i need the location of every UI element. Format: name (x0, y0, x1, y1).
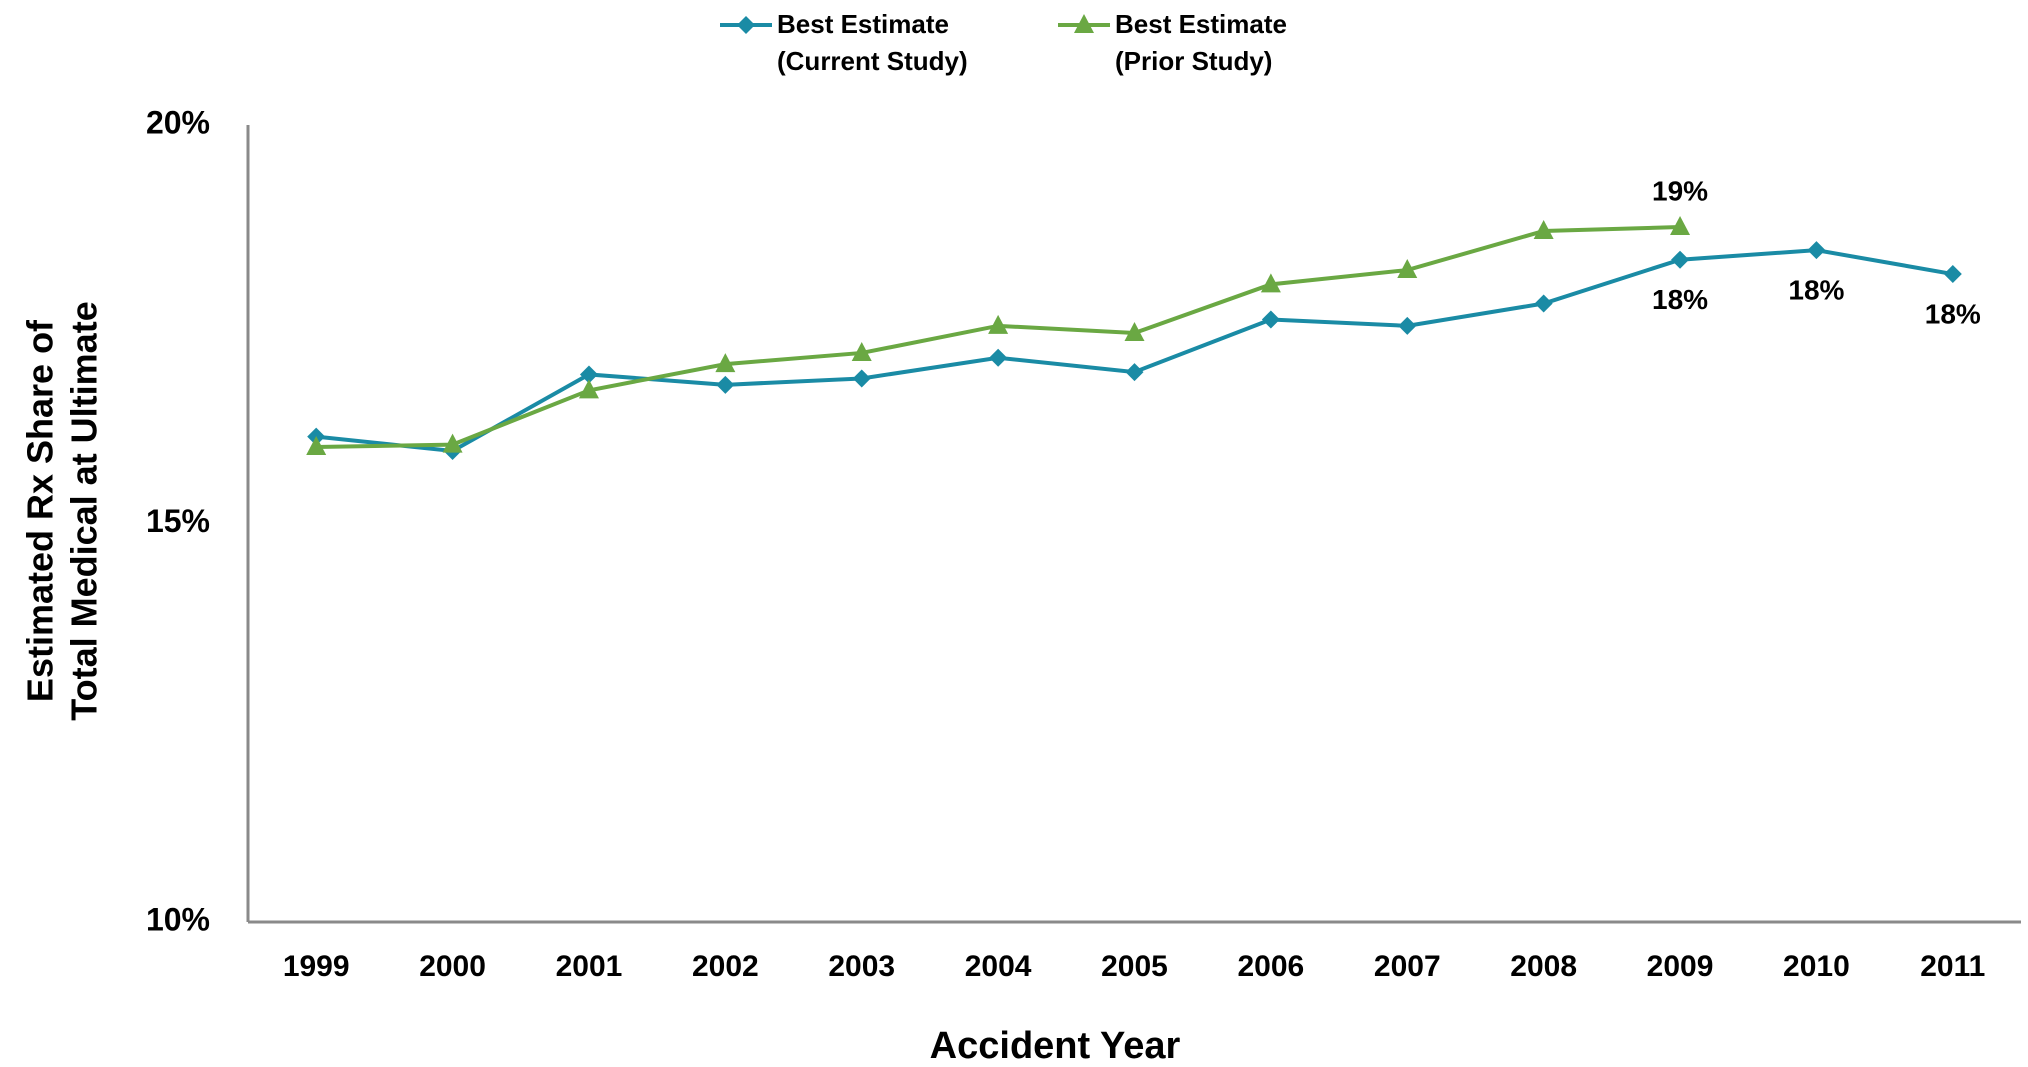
data-point (578, 379, 599, 399)
data-point (1943, 265, 1962, 284)
data-label: 19% (1652, 175, 1708, 206)
data-point (1398, 316, 1417, 335)
x-tick-label: 2004 (965, 950, 1032, 983)
legend-marker (1074, 14, 1094, 33)
data-point (442, 433, 463, 453)
legend-label: Best Estimate (Current Study) (777, 9, 968, 76)
data-point (1533, 220, 1554, 240)
y-axis-title-line: Total Medical at Ultimate (64, 301, 105, 720)
data-point (1124, 322, 1145, 342)
y-tick-label: 20% (146, 104, 210, 140)
x-tick-label: 2002 (692, 950, 759, 983)
y-axis-title-line: Estimated Rx Share of (20, 319, 61, 702)
x-axis-title: Accident Year (930, 1025, 1181, 1067)
x-tick-label: 2000 (419, 950, 486, 983)
data-point (1534, 294, 1553, 313)
legend-marker (737, 16, 755, 34)
data-point (1260, 273, 1281, 293)
data-point (1670, 216, 1691, 236)
x-tick-label: 2010 (1783, 950, 1850, 983)
data-point (306, 435, 327, 455)
data-point (851, 341, 872, 361)
series-line (315, 248, 1954, 454)
y-tick-label: 10% (146, 901, 210, 937)
x-tick-label: 2007 (1374, 950, 1441, 983)
x-tick-label: 2005 (1101, 950, 1168, 983)
x-tick-label: 2009 (1647, 950, 1714, 983)
data-point (1125, 363, 1144, 382)
x-tick-label: 1999 (283, 950, 350, 983)
data-point (1671, 250, 1690, 269)
data-point (1261, 310, 1280, 329)
data-label: 18% (1925, 298, 1981, 329)
data-point (715, 353, 736, 373)
data-label: 18% (1652, 284, 1708, 315)
x-tick-label: 2006 (1238, 950, 1305, 983)
x-tick-label: 2003 (828, 950, 895, 983)
data-label: 18% (1788, 275, 1844, 306)
data-point (1807, 241, 1826, 260)
data-point (579, 365, 598, 384)
data-point (1397, 259, 1418, 279)
x-tick-label: 2011 (1920, 950, 1985, 983)
y-axis-title: Estimated Rx Share of Total Medical at U… (20, 301, 105, 720)
data-point (716, 375, 735, 394)
x-tick-label: 2001 (556, 950, 623, 983)
data-point (852, 369, 871, 388)
data-point (989, 348, 1008, 367)
data-point (988, 314, 1009, 334)
y-tick-label: 15% (146, 503, 210, 539)
x-tick-label: 2008 (1510, 950, 1577, 983)
legend-label: Best Estimate (Prior Study) (1115, 9, 1287, 76)
